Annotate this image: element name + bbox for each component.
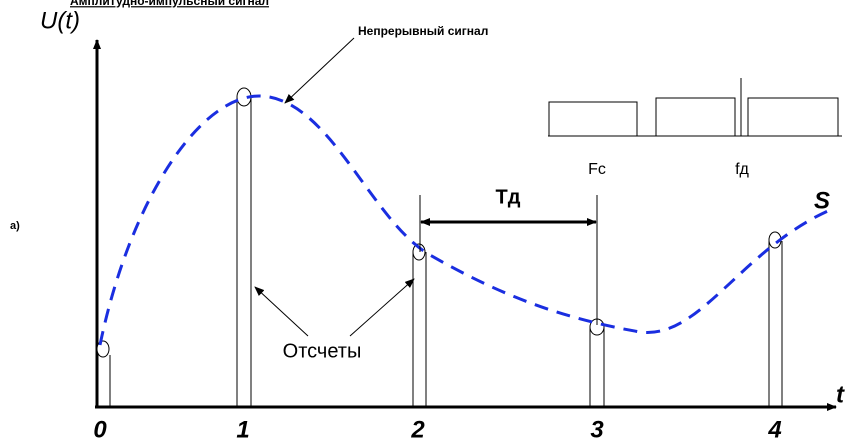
spectrum-band — [548, 101, 638, 137]
curve-pointer — [284, 37, 355, 104]
x-tick-label: 0 — [93, 416, 107, 441]
period-label: Тд — [496, 186, 521, 208]
signal-label: S — [814, 187, 830, 214]
title: Амплитудно-импульсный сигнал — [70, 0, 269, 8]
continuous-signal — [98, 94, 831, 346]
x-tick-label: 4 — [767, 416, 781, 441]
pulse-top — [96, 340, 110, 358]
pulse — [236, 98, 252, 407]
pulse — [412, 252, 427, 407]
x-tick-label: 2 — [410, 416, 425, 441]
samples-pointer — [254, 286, 309, 337]
spectrum-band — [747, 97, 839, 137]
pulse — [589, 327, 605, 407]
samples-pointer — [349, 278, 415, 337]
x-tick-label: 1 — [236, 416, 249, 441]
spectrum — [548, 78, 842, 137]
x-tick-label: 3 — [590, 416, 604, 441]
spectrum-label: Fc — [588, 161, 606, 178]
samples-label: Отсчеты — [283, 340, 362, 362]
x-axis-label: t — [836, 381, 845, 408]
curve-label: Непрерывный сигнал — [358, 24, 488, 38]
spectrum-band — [655, 97, 736, 137]
y-axis-label: U(t) — [40, 7, 80, 34]
figure-label: а) — [10, 220, 20, 232]
pulse — [97, 350, 111, 407]
pulse — [768, 241, 783, 407]
spectrum-label: fд — [735, 161, 749, 178]
